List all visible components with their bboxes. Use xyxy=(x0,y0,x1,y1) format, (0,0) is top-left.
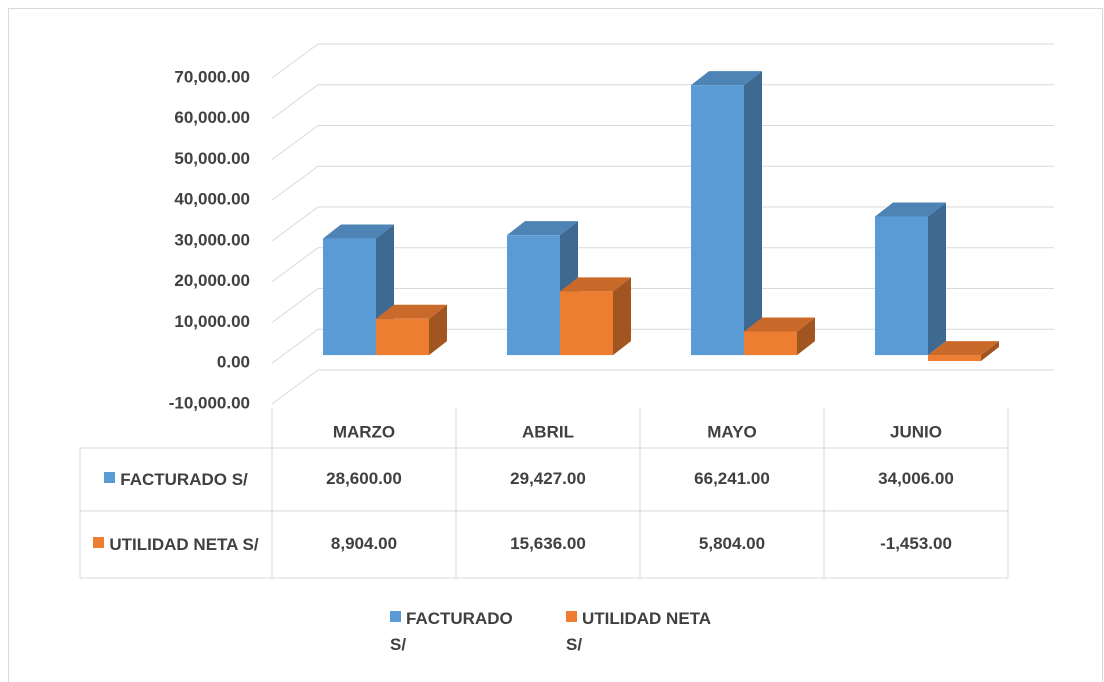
bar-side xyxy=(429,304,447,356)
bar-front xyxy=(928,355,981,362)
table-value: -1,453.00 xyxy=(880,534,952,553)
table-row-name: UTILIDAD NETA S/ xyxy=(109,534,259,554)
y-tick-label: 30,000.00 xyxy=(174,230,250,249)
table-value: 5,804.00 xyxy=(699,534,765,553)
grid-line xyxy=(271,84,1054,120)
table-value: 8,904.00 xyxy=(331,534,397,553)
grid-line xyxy=(271,206,1054,242)
legend-key xyxy=(93,536,105,548)
bar-front xyxy=(691,85,744,356)
y-tick-label: 20,000.00 xyxy=(174,271,250,290)
bar xyxy=(376,304,447,356)
bar-front xyxy=(875,216,928,356)
y-tick-label: 10,000.00 xyxy=(174,312,250,331)
chart-border xyxy=(8,8,1103,682)
bar-side xyxy=(981,341,999,362)
bar-top xyxy=(928,341,999,356)
legend-key xyxy=(566,611,577,622)
bar-top xyxy=(744,317,815,332)
legend-item: FACTURADO S/ xyxy=(380,600,540,664)
bar xyxy=(928,341,999,362)
legend-key xyxy=(104,471,116,483)
bar-front xyxy=(376,318,429,356)
grid-line xyxy=(271,247,1054,283)
grid-line xyxy=(271,165,1054,201)
table-row-name: FACTURADO S/ xyxy=(120,469,248,489)
table-value: 66,241.00 xyxy=(694,469,770,488)
bar xyxy=(560,277,631,356)
table-row-label: FACTURADO S/ xyxy=(80,448,272,511)
y-tick-label: 60,000.00 xyxy=(174,108,250,127)
table-value: 15,636.00 xyxy=(510,534,586,553)
legend-key xyxy=(390,611,401,622)
bar-top xyxy=(691,71,762,86)
bar-top xyxy=(323,224,394,239)
y-tick-label: 0.00 xyxy=(217,353,250,372)
table-header: JUNIO xyxy=(890,422,942,441)
grid-line xyxy=(271,43,1054,79)
bar-front xyxy=(744,331,797,356)
y-tick-label: 70,000.00 xyxy=(174,67,250,86)
bar-side xyxy=(928,202,946,356)
table-row-label: UTILIDAD NETA S/ xyxy=(80,511,272,578)
table-value: 29,427.00 xyxy=(510,469,586,488)
legend-label: UTILIDAD NETA S/ xyxy=(566,609,711,654)
bar xyxy=(691,71,762,356)
bar-top xyxy=(376,304,447,319)
y-tick-label: -10,000.00 xyxy=(169,393,250,412)
table-value: 34,006.00 xyxy=(878,469,954,488)
bar-front xyxy=(323,238,376,356)
bar-side xyxy=(797,317,815,356)
bar-front xyxy=(560,291,613,356)
bar-top xyxy=(560,277,631,292)
bar-side xyxy=(744,71,762,356)
table-value: 28,600.00 xyxy=(326,469,402,488)
bar-front xyxy=(507,235,560,356)
grid-line xyxy=(271,125,1054,160)
bar xyxy=(744,317,815,356)
legend-item: UTILIDAD NETA S/ xyxy=(556,600,746,664)
y-tick-label: 50,000.00 xyxy=(174,149,250,168)
bar xyxy=(875,202,946,356)
legend-label: FACTURADO S/ xyxy=(390,609,513,654)
table-header: MAYO xyxy=(707,422,756,441)
bar-side xyxy=(613,277,631,356)
table-header: ABRIL xyxy=(522,422,574,441)
table-header: MARZO xyxy=(333,422,395,441)
grid-line xyxy=(271,369,1054,405)
bar-top xyxy=(507,221,578,236)
bar-top xyxy=(875,202,946,217)
grid-line xyxy=(271,288,1054,323)
y-tick-label: 40,000.00 xyxy=(174,190,250,209)
